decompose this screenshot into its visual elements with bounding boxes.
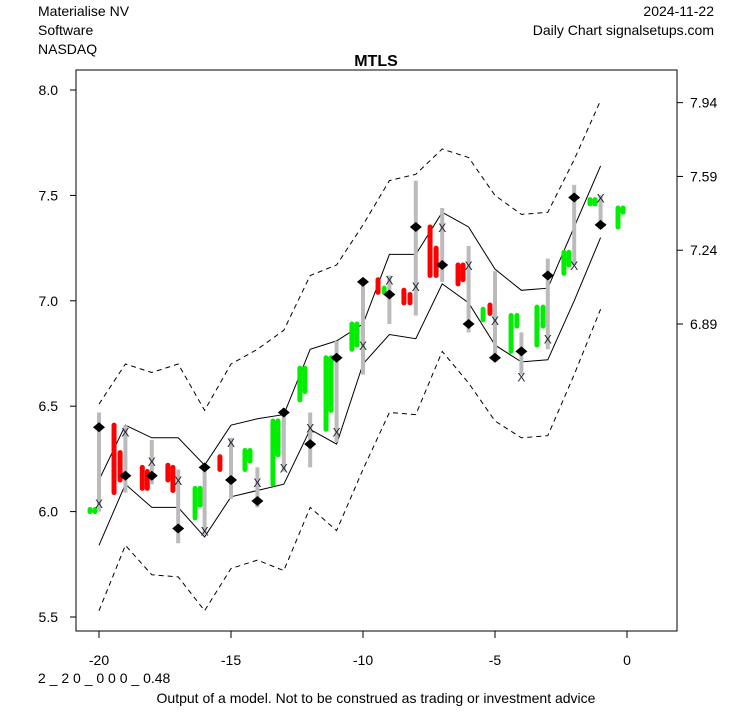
diamond-marker [409, 222, 422, 233]
y-tick-label: 7.5 [39, 187, 59, 203]
diamond-marker [594, 219, 607, 230]
x-tick-label: -5 [489, 652, 502, 668]
right-tick-label: 7.94 [690, 95, 717, 111]
exchange: NASDAQ [38, 41, 97, 57]
right-tick-label: 7.59 [690, 168, 717, 184]
model-code: 2 _ 2 0 _ 0 0 0 _ 0.48 [38, 670, 171, 686]
x-tick-label: 0 [623, 652, 631, 668]
diamond-marker [515, 346, 528, 357]
right-tick-label: 6.89 [690, 316, 717, 332]
x-marker: X [570, 259, 578, 273]
x-marker: X [385, 274, 393, 288]
diamond-marker [225, 474, 237, 485]
diamond-marker [541, 270, 554, 281]
diamond-marker [568, 192, 581, 203]
x-marker: X [438, 221, 446, 235]
diamond-marker [330, 352, 343, 363]
diamond-marker [436, 259, 449, 270]
x-marker: X [280, 461, 288, 475]
upper-band-outer-line [98, 100, 602, 412]
diamond-marker [383, 289, 396, 300]
sector: Software [38, 22, 93, 38]
x-marker: X [95, 497, 103, 511]
y-tick-label: 6.0 [39, 504, 59, 520]
diamond-marker [93, 422, 105, 433]
x-marker: X [227, 436, 235, 450]
chart-source: Daily Chart signalsetups.com [533, 22, 714, 38]
x-marker: X [544, 333, 552, 347]
x-marker: X [597, 192, 605, 206]
diamond-marker [462, 318, 475, 329]
disclaimer: Output of a model. Not to be construed a… [157, 690, 596, 706]
diamond-marker [304, 439, 317, 450]
y-tick-label: 6.5 [39, 398, 59, 414]
chart-title: MTLS [354, 53, 398, 70]
x-tick-label: -10 [353, 652, 373, 668]
y-tick-label: 7.0 [39, 293, 59, 309]
x-marker: X [333, 425, 341, 439]
x-marker: X [491, 314, 499, 328]
x-marker: X [517, 371, 525, 385]
x-marker: X [253, 476, 261, 490]
diamond-marker [251, 496, 264, 507]
diamond-marker [145, 470, 158, 481]
x-marker: X [306, 421, 314, 435]
x-marker: X [465, 259, 473, 273]
diamond-marker [198, 462, 211, 473]
diamond-marker [119, 470, 132, 481]
right-tick-label: 7.24 [690, 242, 717, 258]
company-name: Materialise NV [38, 3, 130, 19]
diamond-marker [172, 523, 185, 534]
diamond-marker [489, 352, 501, 363]
x-marker: X [121, 425, 129, 439]
lower-band-outer-line [98, 309, 602, 612]
x-marker: X [412, 280, 420, 294]
x-marker: X [201, 525, 209, 539]
x-tick-label: -15 [221, 652, 241, 668]
x-marker: X [174, 474, 182, 488]
x-marker: X [148, 455, 156, 469]
diamond-marker [357, 276, 369, 287]
lower-band-line [98, 237, 602, 546]
plot-frame [75, 69, 678, 632]
chart-date: 2024-11-22 [643, 3, 714, 19]
x-marker: X [359, 339, 367, 353]
diamond-marker [277, 407, 290, 418]
y-tick-label: 5.5 [39, 609, 59, 625]
y-tick-label: 8.0 [39, 82, 59, 98]
x-tick-label: -20 [89, 652, 109, 668]
